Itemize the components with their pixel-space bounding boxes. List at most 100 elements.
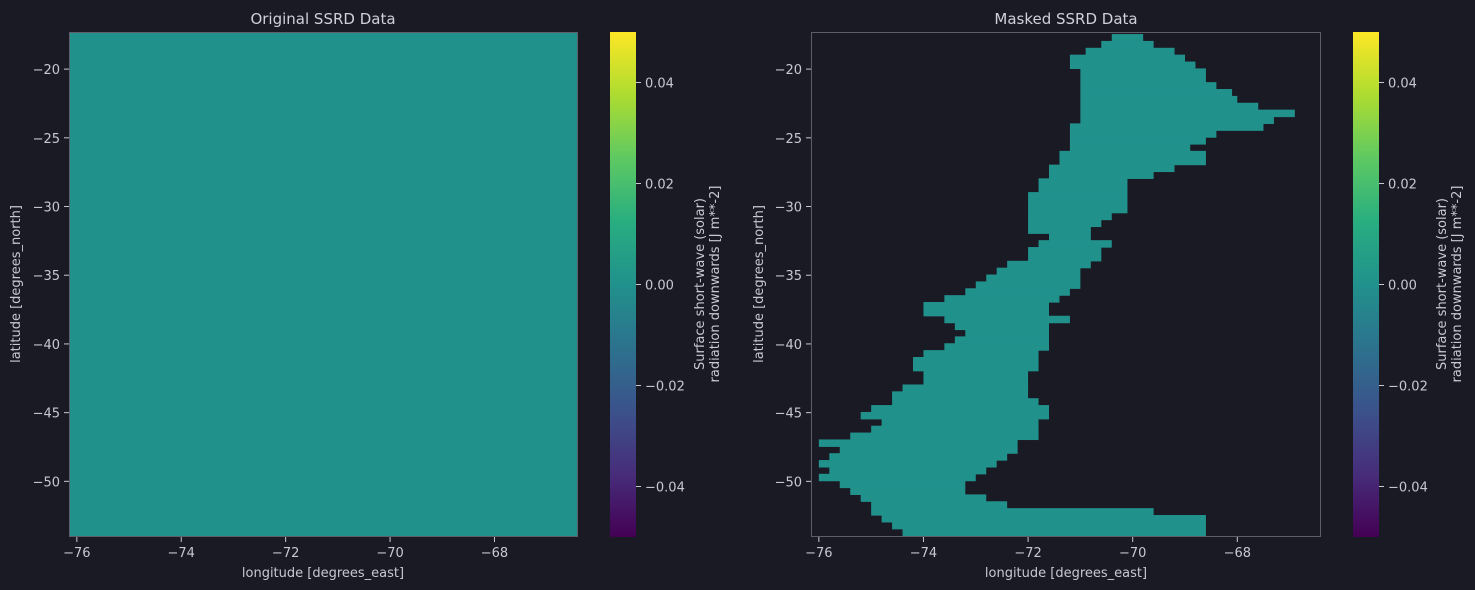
colorbar-tick-label: −0.04 — [1388, 481, 1428, 496]
mask-row-26 — [1028, 212, 1112, 221]
colorbar-tick-label: 0.04 — [1388, 77, 1417, 92]
x-axis-label: longitude [degrees_east] — [242, 566, 404, 581]
mask-row-45 — [944, 343, 1049, 351]
colorbar-tick-label: 0.00 — [645, 279, 674, 294]
y-tick-label: −30 — [33, 201, 60, 216]
mask-row-13 — [1069, 123, 1264, 131]
mask-row-52 — [892, 391, 1029, 399]
mask-row-42 — [954, 322, 1049, 331]
mask-row-67 — [860, 494, 987, 502]
y-tick-label: −30 — [775, 201, 802, 216]
mask-row-62 — [818, 460, 997, 468]
x-tick-label: −72 — [272, 546, 299, 561]
y-tick-label: −40 — [775, 338, 802, 353]
mask-row-15 — [1069, 137, 1206, 145]
colorbar-gradient — [610, 32, 636, 537]
mask-row-0 — [1111, 34, 1144, 42]
mask-row-11 — [1080, 109, 1295, 118]
mask-row-48 — [913, 363, 1039, 372]
y-tick-label: −45 — [775, 407, 802, 422]
mask-row-51 — [902, 384, 1029, 392]
y-tick-label: −25 — [775, 132, 802, 147]
mask-row-72 — [902, 528, 1206, 537]
mask-row-57 — [871, 425, 1039, 434]
colorbar-tick-label: 0.00 — [1388, 279, 1417, 294]
y-axis-label: latitude [degrees_north] — [9, 205, 24, 363]
mask-row-7 — [1080, 82, 1217, 90]
panel-masked: Masked SSRD Data −76 −74 −72 −70 −68 −20 −25 −3… — [752, 10, 1465, 581]
mask-row-28 — [1028, 226, 1091, 234]
plot-frame — [69, 32, 578, 537]
mask-row-33 — [1007, 260, 1091, 269]
mask-row-49 — [923, 370, 1029, 379]
mask-row-68 — [871, 501, 1008, 509]
mask-row-21 — [1038, 178, 1128, 186]
mask-row-60 — [839, 446, 1018, 454]
mask-row-36 — [975, 281, 1081, 289]
mask-row-46 — [923, 350, 1039, 358]
mask-row-61 — [829, 453, 1008, 461]
x-tick-label: −76 — [63, 546, 90, 561]
mask-row-34 — [996, 267, 1081, 276]
y-axis-label: latitude [degrees_north] — [752, 205, 767, 363]
plot-frame — [811, 32, 1321, 537]
colorbar-gradient — [1353, 32, 1379, 537]
x-tick-label: −70 — [376, 546, 403, 561]
mask-row-10 — [1080, 102, 1259, 111]
mask-row-44 — [954, 336, 1049, 344]
mask-row-40 — [923, 308, 1049, 317]
mask-row-32 — [1028, 253, 1102, 262]
panel-original: Original SSRD Data −76 −74 −72 −70 −68 −20 −25… — [9, 10, 723, 581]
x-tick-label: −74 — [910, 546, 937, 561]
colorbar-tick-label: −0.02 — [645, 380, 685, 395]
y-tick-label: −45 — [33, 407, 60, 422]
x-tick-label: −76 — [805, 546, 832, 561]
x-tick-label: −68 — [1224, 546, 1251, 561]
colorbar-label-line-2: radiation downwards [J m**-2] — [708, 186, 723, 383]
mask-row-54 — [871, 405, 1049, 413]
mask-row-18 — [1059, 157, 1206, 166]
mask-row-25 — [1028, 205, 1128, 214]
mask-row-66 — [850, 487, 966, 495]
chart-title: Original SSRD Data — [250, 10, 395, 28]
mask-row-37 — [965, 288, 1070, 296]
mask-row-55 — [860, 411, 1049, 420]
mask-row-17 — [1059, 150, 1206, 159]
mask-row-58 — [850, 432, 1039, 441]
mask-row-39 — [923, 302, 1049, 310]
mask-row-64 — [818, 473, 976, 482]
x-tick-label: −70 — [1119, 546, 1146, 561]
mask-row-2 — [1085, 47, 1175, 56]
colorbar-tick-label: 0.04 — [645, 77, 674, 92]
mask-row-24 — [1028, 198, 1128, 207]
mask-row-43 — [965, 329, 1049, 337]
data-field — [69, 32, 578, 537]
mask-row-47 — [913, 356, 1039, 365]
chart-title: Masked SSRD Data — [994, 10, 1137, 28]
colorbar-label-line-1: Surface short-wave (solar) — [693, 198, 708, 370]
colorbar-tick-label: −0.04 — [645, 481, 685, 496]
mask-row-38 — [944, 295, 1060, 303]
colorbar-tick-label: 0.02 — [1388, 178, 1417, 193]
mask-row-35 — [986, 274, 1081, 283]
mask-row-20 — [1049, 171, 1154, 179]
y-tick-label: −20 — [33, 63, 60, 78]
mask-row-56 — [881, 418, 1039, 427]
plot-area: −76 −74 −72 −70 −68 −20 −25 −30 −35 −40 −45 −50 — [775, 32, 1321, 561]
mask-row-31 — [1028, 247, 1102, 255]
mask-row-23 — [1028, 192, 1128, 200]
mask-row-12 — [1080, 116, 1274, 124]
colorbar: 0.04 0.02 0.00 −0.02 −0.04 — [610, 32, 685, 537]
mask-row-71 — [892, 521, 1206, 530]
x-tick-label: −72 — [1014, 546, 1041, 561]
mask-row-65 — [839, 480, 966, 489]
mask-row-8 — [1080, 89, 1233, 97]
plot-area: −76 −74 −72 −70 −68 −20 −25 −30 −35 −40 −45 −50 — [33, 32, 578, 561]
colorbar-tick-label: −0.02 — [1388, 380, 1428, 395]
mask-row-41 — [944, 315, 1070, 324]
mask-row-16 — [1069, 143, 1191, 152]
mask-row-4 — [1069, 61, 1196, 70]
y-tick-label: −50 — [33, 475, 60, 490]
y-tick-label: −35 — [33, 269, 60, 284]
